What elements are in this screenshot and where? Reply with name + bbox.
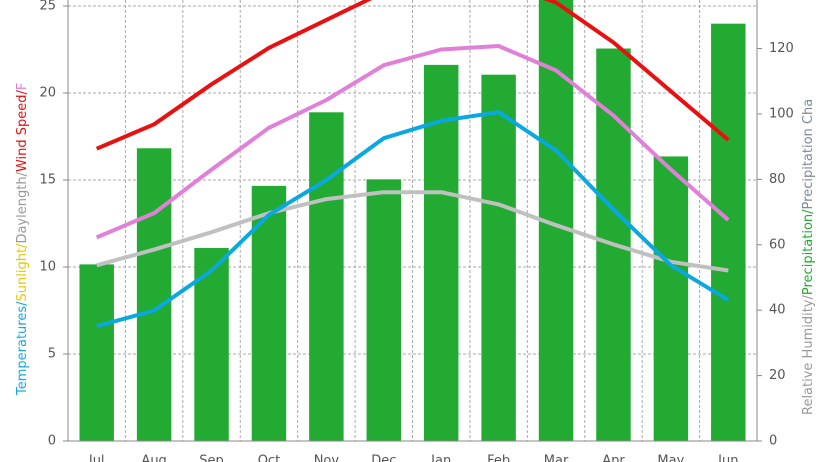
axis-title-part: Relative Humidity/ <box>801 294 816 415</box>
line <box>95 0 730 151</box>
x-tick-label: Nov <box>314 454 340 462</box>
axis-title-part: Precipitation/ <box>801 209 816 295</box>
x-tick-label: Mar <box>544 454 569 462</box>
x-tick-label: Jul <box>88 454 105 462</box>
y2-tick-label: 60 <box>769 237 786 252</box>
line <box>96 190 729 273</box>
grid <box>68 0 757 442</box>
bar <box>136 148 172 441</box>
axis-title: Relative Humidity/Precipitation/Precipit… <box>801 99 816 415</box>
y2-tick-label: 80 <box>769 172 786 187</box>
line <box>95 44 730 240</box>
y-tick-label: 25 <box>39 0 56 14</box>
bar <box>653 156 689 441</box>
x-tick-label: Jan <box>430 454 451 462</box>
y2-tick-label: 100 <box>769 106 794 121</box>
bar <box>79 264 114 441</box>
y2-tick-label: 120 <box>769 41 794 56</box>
bar <box>423 64 459 441</box>
axis-title-part: Daylength/ <box>15 171 30 243</box>
axis-title-part: Temperatures/ <box>15 301 30 396</box>
axis-title-part: Precipitation Cha <box>801 99 816 210</box>
bar <box>309 112 344 441</box>
axis-title-part: Wind Speed/ <box>15 89 30 172</box>
x-tick-label: Oct <box>258 454 280 462</box>
axes: 0 5 10 15 20 25 0 20 40 60 80 100 120 Jul Aug Sep Oct Nov… <box>15 0 816 462</box>
x-tick-label: Dec <box>371 454 396 462</box>
x-tick-label: May <box>657 454 684 462</box>
axis-title: Temperatures/Sunlight/Daylength/Wind Spe… <box>15 83 30 396</box>
bar <box>366 179 402 441</box>
y2-tick-label: 0 <box>769 434 777 449</box>
y-tick-label: 10 <box>39 260 56 275</box>
y2-tick-label: 20 <box>769 368 786 383</box>
y-tick-label: 0 <box>48 434 56 449</box>
bar <box>481 74 516 441</box>
y-tick-label: 15 <box>39 173 56 188</box>
y-tick-label: 20 <box>39 86 56 101</box>
y-tick-label: 5 <box>48 347 56 362</box>
axis-title-part: F <box>15 83 30 90</box>
bar <box>711 23 746 441</box>
x-tick-label: Sep <box>199 454 224 462</box>
axis-title-part: Sunlight/ <box>15 243 30 302</box>
x-tick-label: Aug <box>141 454 166 462</box>
line <box>96 110 730 329</box>
plot-area <box>79 0 746 441</box>
y2-tick-label: 40 <box>769 303 786 318</box>
x-tick-label: Feb <box>487 454 510 462</box>
x-tick-label: Apr <box>602 454 625 462</box>
x-tick-label: Jun <box>717 454 738 462</box>
